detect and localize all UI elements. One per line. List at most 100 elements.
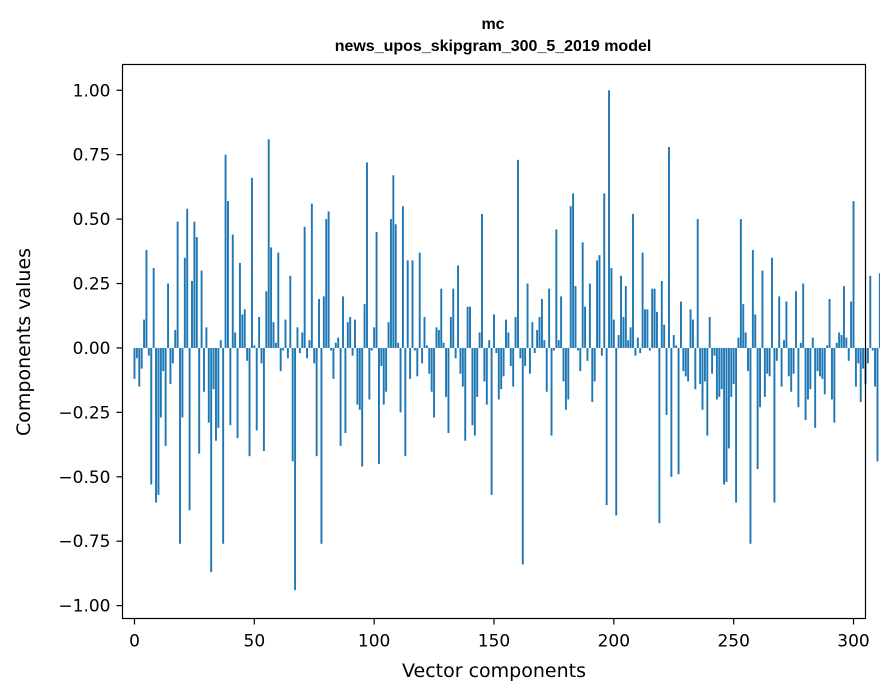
bar-65 — [289, 275, 292, 348]
bar-190 — [588, 283, 591, 348]
bar-43 — [236, 347, 239, 439]
bar-47 — [246, 347, 249, 361]
bar-57 — [270, 247, 273, 348]
bar-202 — [617, 335, 620, 348]
bar-84 — [334, 342, 337, 348]
bar-73 — [308, 340, 311, 348]
bar-222 — [665, 347, 668, 415]
bar-277 — [797, 347, 800, 408]
bar-110 — [397, 342, 400, 348]
bar-263 — [763, 347, 766, 397]
bar-52 — [258, 317, 261, 348]
bar-36 — [219, 340, 222, 348]
bar-213 — [644, 309, 646, 348]
bar-261 — [759, 347, 762, 408]
bar-287 — [821, 347, 824, 379]
y-tick-label: −1.00 — [58, 597, 110, 617]
bar-288 — [823, 347, 826, 395]
bar-120 — [421, 347, 424, 364]
bar-138 — [464, 347, 467, 441]
bar-254 — [742, 304, 745, 348]
bar-167 — [533, 347, 536, 354]
bar-242 — [713, 347, 716, 356]
bar-116 — [411, 260, 414, 348]
bar-95 — [361, 347, 364, 467]
bar-134 — [454, 347, 457, 359]
x-tick-label: 50 — [244, 632, 266, 652]
bar-260 — [756, 347, 759, 470]
bar-44 — [238, 262, 241, 348]
bar-289 — [826, 345, 829, 348]
bar-115 — [409, 347, 412, 379]
bar-184 — [574, 286, 577, 348]
bar-35 — [217, 347, 220, 428]
bar-86 — [339, 347, 342, 446]
bar-94 — [358, 347, 361, 410]
bar-177 — [557, 340, 560, 348]
bar-55 — [265, 291, 268, 348]
bar-67 — [294, 347, 297, 591]
bar-280 — [804, 347, 807, 421]
bar-182 — [569, 206, 572, 348]
bar-32 — [210, 347, 213, 573]
bar-27 — [198, 347, 201, 454]
bar-46 — [243, 309, 246, 348]
bar-281 — [807, 347, 809, 400]
bar-238 — [703, 347, 706, 382]
bar-226 — [675, 345, 678, 348]
bar-187 — [581, 242, 584, 348]
y-tick-label: 0.25 — [73, 275, 111, 295]
bar-40 — [229, 347, 232, 426]
bar-205 — [624, 286, 627, 348]
bar-148 — [488, 340, 491, 348]
bar-293 — [835, 342, 838, 348]
bar-165 — [528, 347, 531, 374]
bar-178 — [560, 296, 563, 348]
bar-114 — [406, 260, 409, 348]
bar-101 — [375, 231, 378, 348]
y-tick-label: 0.50 — [73, 210, 111, 230]
bar-252 — [737, 337, 740, 348]
bar-301 — [854, 347, 857, 387]
bar-74 — [310, 203, 313, 348]
bar-132 — [449, 317, 452, 348]
bar-59 — [274, 342, 277, 348]
bar-230 — [684, 347, 687, 377]
bar-265 — [768, 347, 771, 377]
bar-87 — [342, 296, 344, 348]
bar-234 — [694, 347, 697, 390]
bar-159 — [514, 317, 517, 348]
bar-41 — [231, 234, 234, 348]
bar-83 — [332, 347, 335, 379]
bar-183 — [572, 193, 575, 348]
bar-203 — [620, 275, 622, 348]
bar-255 — [744, 332, 747, 348]
bar-303 — [859, 347, 862, 403]
bar-195 — [600, 347, 603, 356]
x-tick-label: 0 — [129, 632, 140, 652]
bar-163 — [524, 347, 527, 366]
bar-153 — [500, 347, 503, 390]
bar-2 — [138, 347, 141, 387]
bar-140 — [469, 306, 471, 348]
bar-133 — [452, 288, 455, 348]
bar-310 — [876, 347, 879, 462]
bar-247 — [725, 347, 728, 482]
bar-284 — [814, 347, 817, 428]
bar-224 — [670, 347, 673, 477]
bar-33 — [212, 347, 215, 390]
bar-99 — [370, 347, 373, 351]
bar-123 — [428, 347, 431, 374]
bar-63 — [284, 319, 287, 348]
bar-297 — [845, 337, 848, 348]
bar-257 — [749, 347, 752, 544]
y-tick-label: −0.75 — [58, 532, 110, 552]
bar-286 — [819, 347, 821, 377]
bar-229 — [682, 347, 685, 372]
bar-21 — [183, 257, 186, 348]
bar-10 — [157, 347, 160, 495]
bar-13 — [164, 347, 167, 446]
bar-278 — [799, 342, 802, 348]
bar-282 — [809, 347, 812, 390]
